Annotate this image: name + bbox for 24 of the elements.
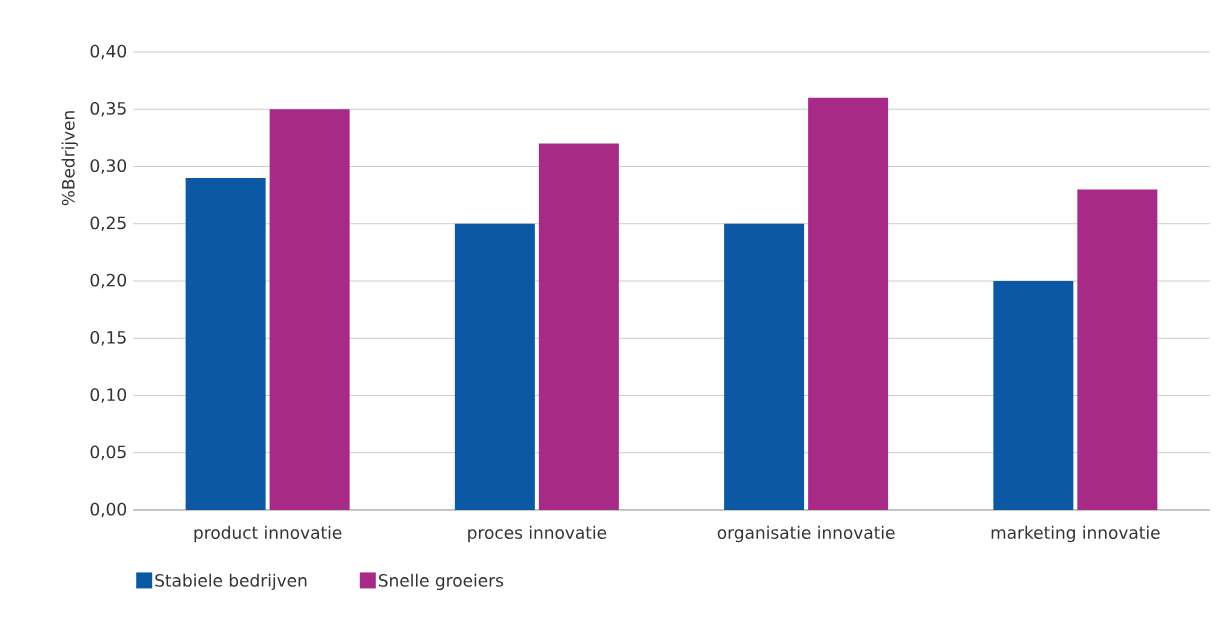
y-tick-label: 0,10 [90, 388, 127, 403]
y-tick-label: 0,05 [90, 445, 126, 460]
bar [538, 143, 619, 510]
y-tick-label: 0,25 [90, 216, 126, 231]
y-tick-label: 0,30 [90, 159, 127, 174]
bar [454, 223, 535, 510]
y-tick-label: 0,00 [90, 502, 127, 518]
bar [993, 280, 1074, 510]
y-tick-label: 0,40 [90, 44, 127, 60]
bar [724, 223, 805, 510]
legend-label: Stabiele bedrijven [155, 573, 307, 591]
y-axis-title: %Bedrijven [61, 111, 78, 206]
y-tick-label: 0,20 [90, 273, 127, 289]
bar [185, 177, 266, 510]
y-tick-label: 0,35 [90, 101, 126, 117]
bar [269, 109, 350, 510]
legend-label: Snelle groeiers [378, 573, 504, 591]
x-tick-label: product innovatie [194, 525, 342, 543]
x-tick-label: organisatie innovatie [717, 525, 895, 543]
x-tick-label: proces innovatie [468, 525, 607, 543]
bar [808, 97, 889, 510]
bar [1077, 189, 1158, 510]
y-tick-label: 0,15 [90, 330, 126, 346]
x-tick-label: marketing innovatie [991, 525, 1160, 543]
